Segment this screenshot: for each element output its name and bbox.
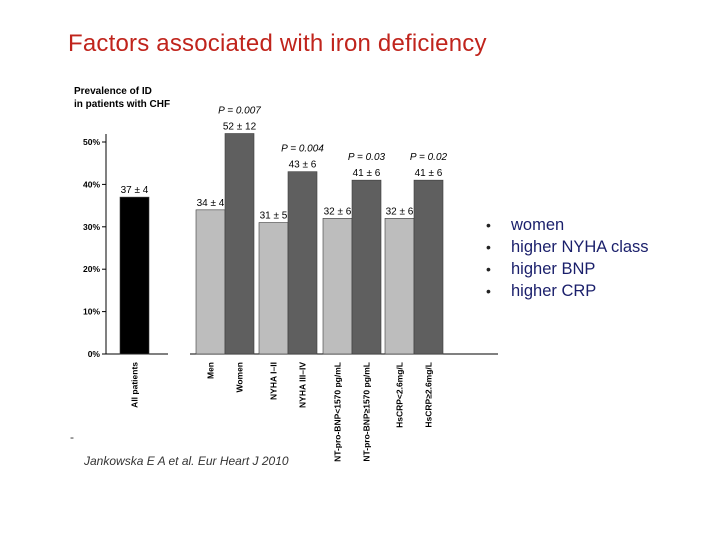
citation: Jankowska E A et al. Eur Heart J 2010 [84, 454, 289, 468]
bullet-text: women [511, 216, 565, 234]
bar [119, 196, 150, 355]
y-tick-label: 50% [83, 137, 100, 147]
bullet-dot-icon: • [486, 261, 491, 277]
category-label: HsCRP≥2.6mg/L [424, 362, 434, 428]
p-value-label: P = 0.03 [348, 152, 386, 163]
bar [287, 171, 318, 355]
bullet-item: • higher CRP [486, 280, 649, 302]
bar [384, 218, 415, 355]
p-value-label: P = 0.007 [218, 106, 261, 117]
slide-title: Factors associated with iron deficiency [68, 30, 487, 57]
chart-title-line: in patients with CHF [74, 99, 170, 110]
bar-value-label: 32 ± 6 [386, 206, 414, 217]
bar [413, 179, 444, 355]
bullet-list: • women • higher NYHA class • higher BNP • h… [486, 214, 649, 302]
category-label: All patients [130, 362, 140, 408]
y-tick-label: 30% [83, 222, 100, 232]
p-value-label: P = 0.02 [410, 152, 448, 163]
bar-value-label: 31 ± 5 [260, 211, 288, 222]
p-value-label: P = 0.004 [281, 144, 324, 155]
bullet-dot-icon: • [486, 239, 491, 255]
bullet-dot-icon: • [486, 217, 491, 233]
bar-value-label: 41 ± 6 [415, 168, 443, 179]
bar-value-label: 41 ± 6 [353, 168, 381, 179]
bar-value-label: 32 ± 6 [324, 206, 352, 217]
bullet-text: higher NYHA class [511, 238, 649, 256]
bar-value-label: 34 ± 4 [197, 198, 225, 209]
category-label: NT-pro-BNP≥1570 pg/mL [362, 362, 372, 462]
bullet-text: higher BNP [511, 260, 596, 278]
bullet-text: higher CRP [511, 282, 597, 300]
category-label: NYHA III–IV [298, 362, 308, 408]
bar [258, 222, 289, 355]
bullet-dot-icon: • [486, 283, 491, 299]
category-label: NT-pro-BNP<1570 pg/mL [333, 362, 343, 462]
category-label: Men [206, 362, 216, 379]
category-label: Women [235, 362, 245, 393]
chart-title-line: Prevalence of ID [74, 86, 152, 97]
bar-value-label: 37 ± 4 [121, 185, 149, 196]
y-tick-label: 10% [83, 307, 100, 317]
bar-chart-svg: Prevalence of ID in patients with CHF 0% 10… [74, 86, 498, 462]
y-tick-label: 40% [83, 179, 100, 189]
bullet-item: • higher BNP [486, 258, 649, 280]
chart: Prevalence of ID in patients with CHF 0% 10… [70, 80, 510, 480]
bar [351, 179, 382, 355]
y-tick-label: 0% [88, 349, 101, 359]
footnote-dash: - [70, 430, 74, 444]
bar-value-label: 43 ± 6 [289, 160, 317, 171]
y-tick-label: 20% [83, 264, 100, 274]
bullet-item: • higher NYHA class [486, 236, 649, 258]
category-label: NYHA I–II [269, 362, 279, 400]
category-label: HsCRP<2.6mg/L [395, 362, 405, 428]
bullet-item: • women [486, 214, 649, 236]
bar [224, 133, 255, 355]
bar [195, 209, 226, 355]
bar [322, 218, 353, 355]
bar-value-label: 52 ± 12 [223, 122, 257, 133]
